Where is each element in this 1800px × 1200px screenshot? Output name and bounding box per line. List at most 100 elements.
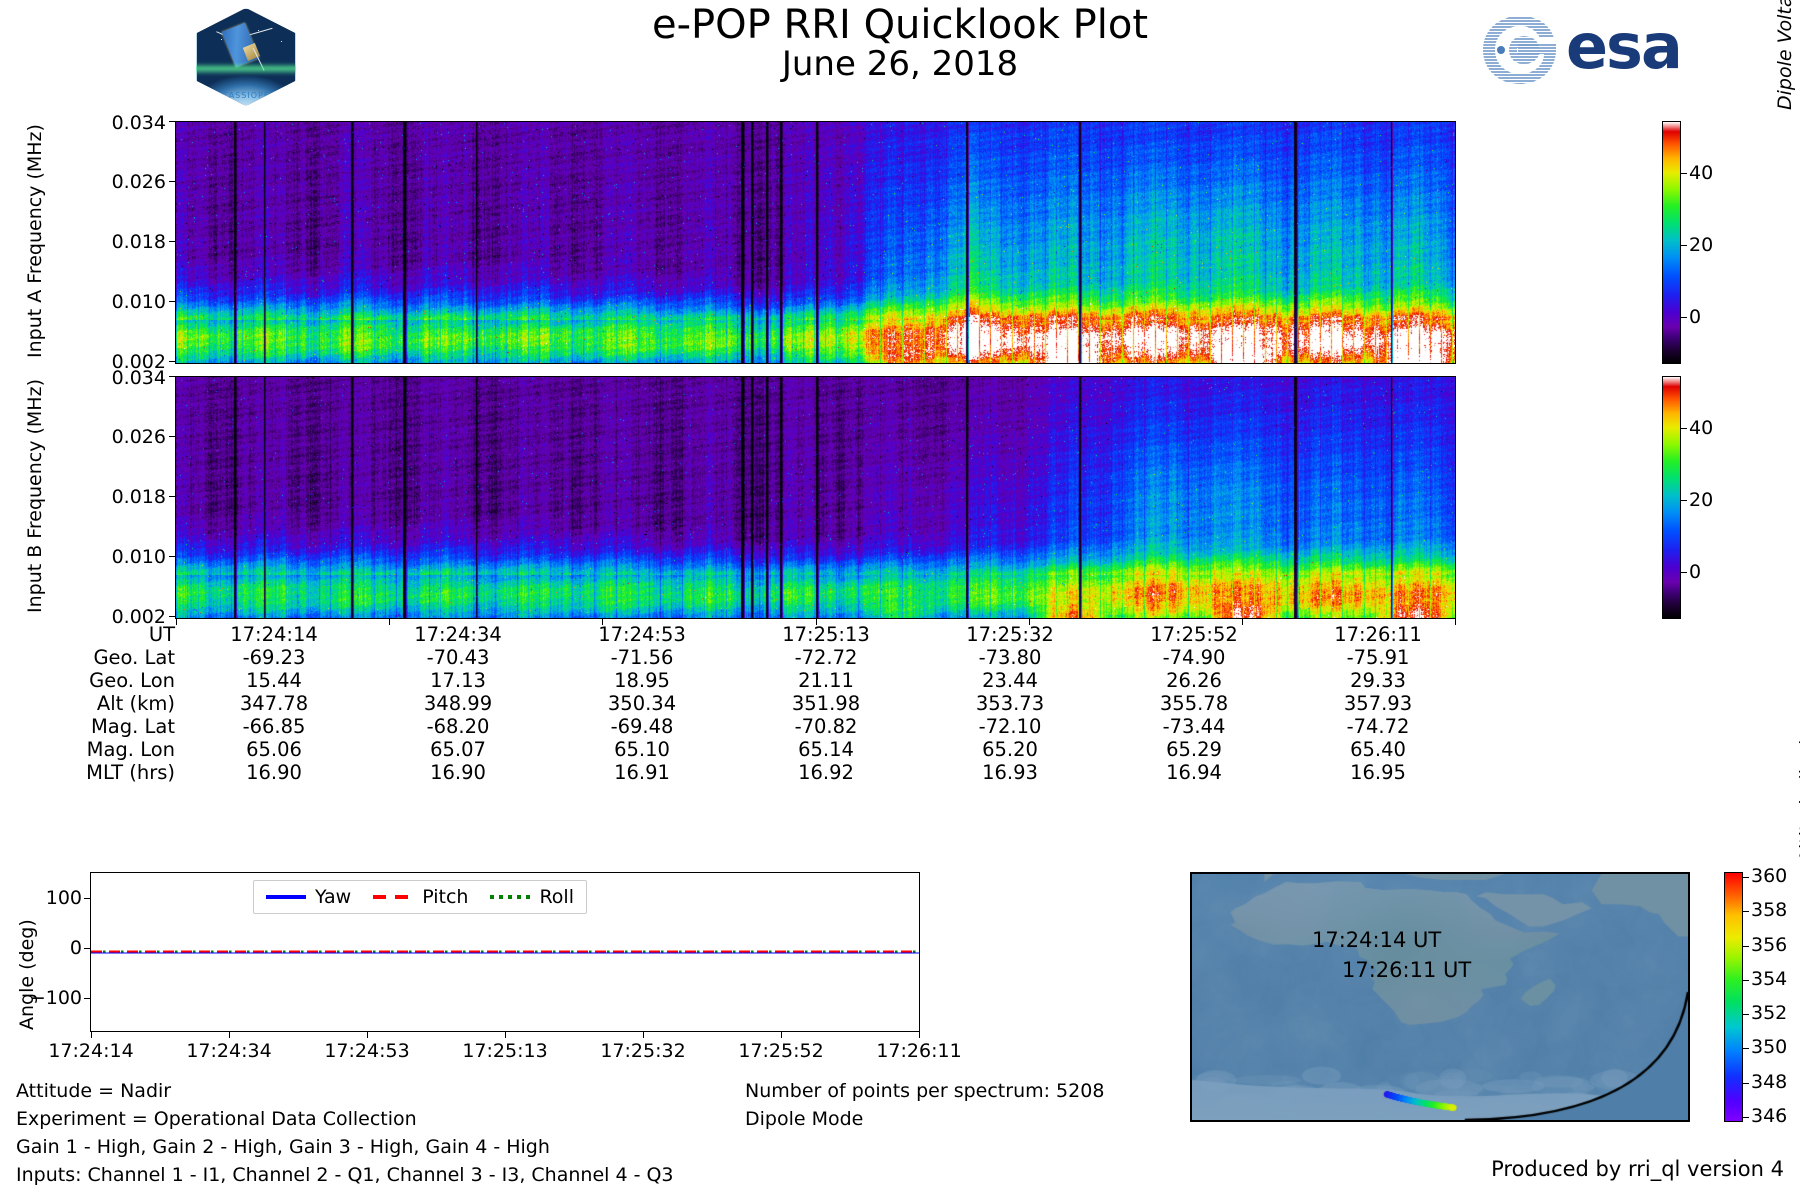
- attitude-xtick-mark: [643, 1032, 644, 1038]
- panel-a-ytick-3: 0.010: [111, 291, 166, 313]
- spectrogram-a-canvas: [176, 122, 1455, 363]
- altitude-tick-label: 360: [1751, 865, 1788, 887]
- param-cell: -70.43: [426, 646, 490, 669]
- legend-item-roll[interactable]: Roll: [490, 886, 574, 908]
- table-row: UT 17:24:14 17:24:34 17:24:53 17:25:13 17:25:…: [0, 623, 1470, 646]
- colorbar-voltage-b-gradient: [1663, 377, 1680, 618]
- param-cell: -69.48: [610, 715, 674, 738]
- parameter-table: UT 17:24:14 17:24:34 17:24:53 17:25:13 17:25:…: [0, 623, 1470, 784]
- ground-track-map-canvas: [1192, 874, 1688, 1120]
- panel-b-tickmark: [169, 436, 175, 437]
- altitude-tick-mark: [1742, 1048, 1749, 1050]
- attitude-legend: Yaw Pitch Roll: [253, 880, 587, 914]
- param-cell: -70.82: [794, 715, 858, 738]
- colorbar-voltage-label-text: Dipole Voltage 20log(μV: [1774, 0, 1796, 110]
- param-row-label: UT: [148, 623, 175, 646]
- panel-b-ytick-0: 0.034: [111, 367, 166, 389]
- spectrogram-xtick-mark: [1455, 619, 1456, 625]
- note-inputs: Inputs: Channel 1 - I1, Channel 2 - Q1, …: [16, 1164, 674, 1186]
- param-cell: 26.26: [1166, 669, 1222, 692]
- param-cell: 15.44: [246, 669, 302, 692]
- param-cell: 16.93: [982, 761, 1038, 784]
- panel-b-y-ticks: 0.034 0.026 0.018 0.010 0.002: [40, 367, 166, 628]
- attitude-xtick-mark: [91, 1032, 92, 1038]
- param-cell: 23.44: [982, 669, 1038, 692]
- spectrogram-xtick-mark: [1241, 619, 1243, 625]
- attitude-xtick-label: 17:25:52: [738, 1040, 824, 1062]
- param-cell: 16.90: [430, 761, 486, 784]
- param-row-label: Alt (km): [96, 692, 175, 715]
- panel-b-tickmark: [169, 496, 175, 497]
- attitude-xtick-mark: [367, 1032, 368, 1038]
- spectrogram-input-a[interactable]: [175, 121, 1456, 364]
- panel-a-ytick-1: 0.026: [111, 171, 166, 193]
- param-cell: -72.72: [794, 646, 858, 669]
- param-row-label: MLT (hrs): [86, 761, 175, 784]
- param-cell: 17:25:32: [966, 623, 1054, 646]
- spectrogram-xtick-mark: [602, 619, 604, 625]
- cbar-a-tick-20: 20: [1689, 234, 1714, 256]
- altitude-tick-label: 352: [1751, 1002, 1788, 1025]
- param-cell: -75.91: [1346, 646, 1410, 669]
- map-start-time-label: 17:24:14 UT: [1312, 928, 1442, 952]
- panel-a-tickmark: [169, 361, 175, 362]
- param-cell: 65.06: [246, 738, 302, 761]
- esa-swirl-icon: [1483, 16, 1556, 84]
- colorbar-voltage-b[interactable]: 40 20 0: [1662, 376, 1713, 619]
- spectrogram-xtick-mark: [389, 619, 391, 625]
- param-row-label: Mag. Lon: [86, 738, 175, 761]
- attitude-xtick-mark: [505, 1032, 506, 1038]
- altitude-tick-mark: [1742, 911, 1749, 913]
- param-cell: 350.34: [607, 692, 677, 715]
- param-cell: 16.90: [246, 761, 302, 784]
- panel-a-tickmark: [169, 121, 175, 122]
- param-cell: 29.33: [1350, 669, 1406, 692]
- legend-item-pitch[interactable]: Pitch: [373, 886, 468, 908]
- param-cell: -68.20: [426, 715, 490, 738]
- param-cell: 348.99: [423, 692, 493, 715]
- spectrogram-b-canvas: [176, 377, 1455, 618]
- colorbar-voltage-a[interactable]: 40 20 0: [1662, 121, 1713, 364]
- param-cell: 65.40: [1350, 738, 1406, 761]
- spectrogram-input-b[interactable]: [175, 376, 1456, 619]
- param-cell: 65.29: [1166, 738, 1222, 761]
- altitude-tick-mark: [1742, 877, 1749, 878]
- panel-a-tickmark: [169, 241, 175, 242]
- ground-track-map[interactable]: [1190, 872, 1690, 1122]
- cassiope-mission-patch-icon: CASSIOPE: [196, 8, 296, 106]
- altitude-tick-label: 348: [1751, 1070, 1788, 1093]
- attitude-traces: [91, 950, 919, 954]
- attitude-ytick-n100: −100: [29, 987, 82, 1009]
- panel-a-ytick-4: 0.002: [111, 351, 166, 373]
- note-experiment: Experiment = Operational Data Collection: [16, 1108, 417, 1130]
- colorbar-altitude-label: Altitude (km): [1796, 737, 1800, 862]
- panel-b-ytick-2: 0.018: [111, 486, 166, 508]
- param-cell: 17:24:14: [230, 623, 318, 646]
- note-points: Number of points per spectrum: 5208: [745, 1080, 1105, 1102]
- page-title: e-POP RRI Quicklook Plot: [651, 2, 1148, 48]
- altitude-tick-label: 354: [1751, 967, 1788, 990]
- altitude-tick-label: 356: [1751, 933, 1788, 956]
- legend-item-yaw[interactable]: Yaw: [266, 886, 351, 908]
- altitude-tick-label: 346: [1751, 1105, 1788, 1127]
- altitude-tick-mark: [1742, 1117, 1749, 1118]
- producer-credit: Produced by rri_ql version 4: [1491, 1157, 1784, 1181]
- colorbar-altitude[interactable]: 360 358 356 354 352 350 348 346: [1724, 865, 1787, 1127]
- table-row: MLT (hrs) 16.90 16.90 16.91 16.92 16.93 16.94 1…: [0, 761, 1470, 784]
- table-row: Mag. Lat -66.85 -68.20 -69.48 -70.82 -72.10 -7…: [0, 715, 1470, 738]
- table-row: Geo. Lat -69.23 -70.43 -71.56 -72.72 -73.80 -7…: [0, 646, 1470, 669]
- attitude-xtick-mark: [781, 1032, 782, 1038]
- panel-b-tickmark: [169, 616, 175, 617]
- attitude-ytick-100: 100: [45, 887, 82, 909]
- attitude-xtick-label: 17:25:13: [462, 1040, 548, 1062]
- spectrogram-xtick-mark: [176, 619, 177, 625]
- param-cell: -74.72: [1346, 715, 1410, 738]
- table-row: Mag. Lon 65.06 65.07 65.10 65.14 65.20 65.29 65…: [0, 738, 1470, 761]
- param-cell: 17:24:34: [414, 623, 502, 646]
- param-cell: 16.95: [1350, 761, 1406, 784]
- attitude-xtick-mark: [919, 1032, 920, 1038]
- param-cell: 65.07: [430, 738, 486, 761]
- attitude-xtick-label: 17:24:53: [324, 1040, 410, 1062]
- param-cell: 17.13: [430, 669, 486, 692]
- attitude-xtick-label: 17:25:32: [600, 1040, 686, 1062]
